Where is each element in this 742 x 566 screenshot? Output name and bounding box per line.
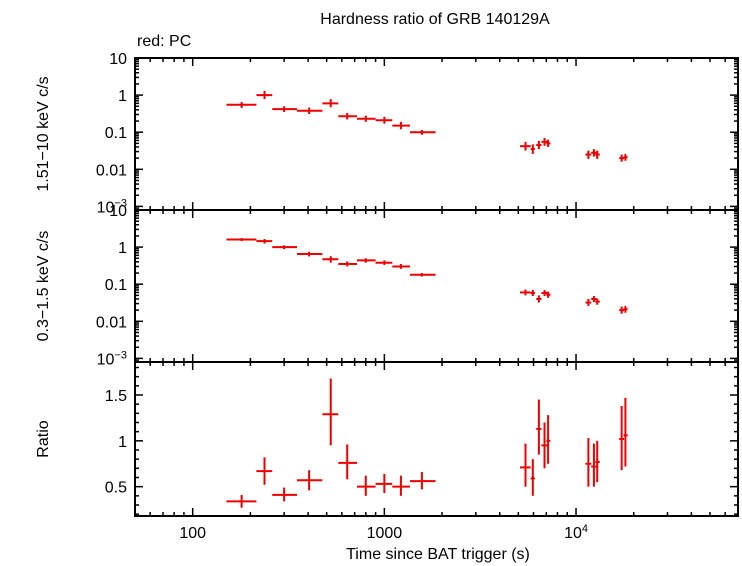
data-point [338,444,358,480]
data-point [392,121,410,130]
data-point [541,289,548,297]
data-point [375,260,393,265]
panel-frame-soft [134,209,739,363]
data-point [623,305,628,313]
data-point [409,472,436,490]
x-tick-label: 100 [179,525,206,542]
data-point [623,153,628,161]
data-point [375,473,393,494]
data-point [409,273,436,277]
data-point [595,298,600,305]
y-tick-label: 0.5 [105,480,127,497]
y-axis-label-soft: 0.3−1.5 keV c/s [35,231,52,342]
data-point [546,415,551,464]
x-tick-label: 104 [564,523,588,542]
y-axis-label-hard: 1.51−10 keV c/s [35,76,52,191]
data-point [392,475,410,496]
chart-title: Hardness ratio of GRB 140129A [320,11,550,28]
data-point [619,306,625,314]
data-point [338,112,358,120]
data-point [536,295,542,303]
data-point [619,406,625,471]
y-tick-label: 0.1 [105,125,127,142]
data-point [591,443,597,487]
y-tick-label: 10 [109,51,127,68]
data-point [595,150,600,159]
data-point [226,494,257,508]
data-point [338,261,358,267]
data-point [226,238,257,242]
y-tick-label: 0.01 [96,162,127,179]
y-tick-label: 1 [118,88,127,105]
data-point [409,129,436,135]
data-point [623,397,628,467]
data-point [256,239,273,244]
data-point [357,475,376,496]
panel-hard: 1.51−10 keV c/s [35,57,739,211]
y-tick-label: 0.1 [105,277,127,294]
data-point [296,251,323,257]
data-point [392,264,410,269]
data-point [519,141,531,151]
y-tick-label: 0.01 [96,314,127,331]
x-axis-label: Time since BAT trigger (s) [346,546,530,563]
legend-text: red: PC [137,33,191,50]
data-point [256,90,273,100]
data-point [322,256,339,263]
data-point [530,289,535,297]
data-point [296,107,323,114]
data-point [541,137,548,146]
data-point [256,457,273,485]
data-point [357,115,376,122]
data-point [541,422,548,469]
data-point [272,245,297,250]
data-point [585,298,592,306]
panel-frame-hard [134,57,739,211]
data-point [357,258,376,263]
data-point [530,144,535,154]
data-point [226,102,257,108]
data-point [591,296,597,303]
data-point [296,470,323,491]
data-point [619,154,625,162]
data-point [272,106,297,113]
data-point [322,99,339,108]
data-point [536,140,542,150]
data-point [585,150,592,159]
y-tick-label: 1.5 [105,388,127,405]
data-point [530,459,535,496]
data-point [519,289,531,296]
data-point [375,116,393,124]
y-tick-label: 10−3 [97,349,127,368]
data-point [546,139,551,147]
data-point [536,399,542,455]
data-point [322,378,339,446]
x-tick-label: 1000 [367,525,403,542]
panel-frame-ratio [134,361,739,517]
y-tick-label: 1 [118,434,127,451]
panel-ratio: Ratio [35,361,739,517]
data-point [595,440,600,483]
panel-soft: 0.3−1.5 keV c/s [35,209,739,363]
data-point [591,149,597,157]
data-point [585,438,592,487]
data-point [546,291,551,298]
data-point [519,443,531,487]
y-tick-label: 1 [118,240,127,257]
y-tick-label: 10 [109,203,127,220]
y-axis-label-ratio: Ratio [35,420,52,457]
data-point [272,487,297,502]
